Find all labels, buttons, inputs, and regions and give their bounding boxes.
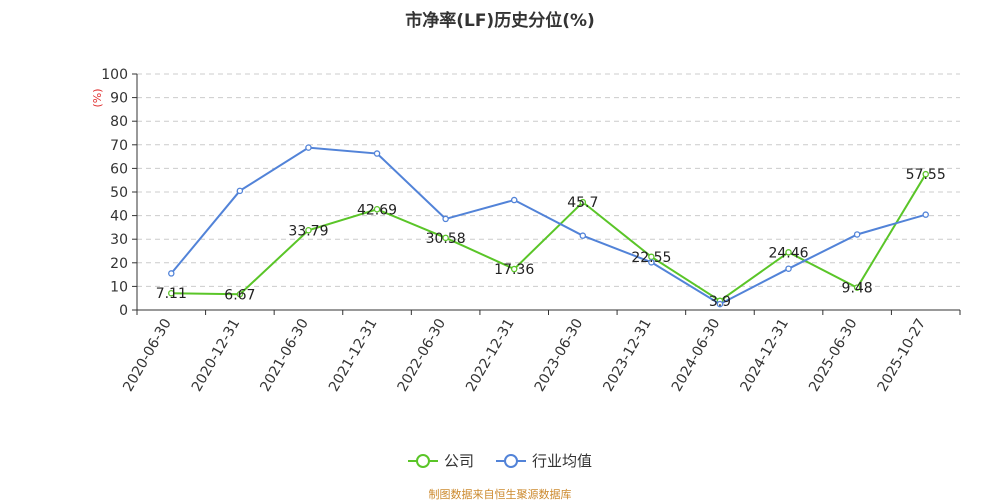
series-line-0 <box>171 173 927 303</box>
y-tick-label: 90 <box>110 91 128 107</box>
data-point <box>168 289 175 297</box>
y-tick-label: 50 <box>110 185 128 201</box>
data-point <box>922 170 929 178</box>
y-tick-label: 60 <box>110 161 128 177</box>
y-tick-label: 0 <box>119 303 128 319</box>
legend: 公司 行业均值 <box>0 450 1000 471</box>
legend-item-industry-avg[interactable]: 行业均值 <box>496 450 592 471</box>
data-label: 9.48 <box>842 281 873 297</box>
x-tick-label: 2020-06-30 <box>120 316 175 394</box>
x-tick-label: 2025-10-27 <box>875 316 930 394</box>
data-point <box>442 234 449 242</box>
data-labels: 7.11 6.67 33.79 42.69 30.58 17.36 45.7 22.55 3.9… <box>156 167 946 310</box>
data-label: 42.69 <box>357 202 397 218</box>
y-axis-title: (%) <box>91 88 104 107</box>
data-point <box>442 215 449 223</box>
x-tick-label: 2024-06-30 <box>669 316 724 394</box>
x-tick-label: 2022-12-31 <box>463 316 518 394</box>
legend-line-circle-icon <box>407 453 438 468</box>
x-tick-label: 2023-06-30 <box>532 316 587 394</box>
data-point <box>510 265 518 273</box>
data-label: 33.79 <box>288 223 328 239</box>
chart-title: 市净率(LF)历史分位(%) <box>405 11 595 31</box>
data-point <box>648 259 655 266</box>
series-line-1 <box>170 146 926 306</box>
data-point <box>853 231 861 238</box>
data-label: 3.9 <box>709 294 731 310</box>
legend-label-company: 公司 <box>443 452 474 470</box>
data-point <box>305 144 312 151</box>
data-label: 24.46 <box>768 245 808 261</box>
source-note: 制图数据来自恒生聚源数据库 <box>428 488 572 501</box>
data-point <box>168 270 175 277</box>
data-point <box>236 291 244 298</box>
data-point <box>510 196 518 204</box>
data-point <box>579 198 587 206</box>
data-point <box>785 265 792 272</box>
data-point <box>922 211 929 218</box>
data-label: 6.67 <box>224 287 255 303</box>
axes: 0 10 20 30 40 50 60 70 80 90 100 (%) 2020-06-30 2020-… <box>91 67 961 394</box>
y-tick-label: 40 <box>110 209 128 225</box>
data-point <box>785 249 792 256</box>
data-label: 30.58 <box>426 231 466 247</box>
data-label: 17.36 <box>494 262 534 278</box>
data-point <box>305 227 312 234</box>
x-tick-label: 2022-06-30 <box>395 316 450 394</box>
data-point <box>236 187 244 195</box>
legend-line-circle-icon <box>496 453 526 468</box>
legend-item-company[interactable]: 公司 <box>407 450 474 471</box>
y-tick-label: 30 <box>110 232 128 248</box>
data-point <box>373 206 381 213</box>
data-point <box>716 300 724 308</box>
data-point <box>373 150 381 157</box>
data-label: 45.7 <box>567 195 598 211</box>
data-point <box>853 284 861 291</box>
grid-lines <box>137 73 960 287</box>
y-tick-label: 10 <box>110 279 128 295</box>
data-label: 22.55 <box>631 250 671 266</box>
x-tick-label: 2023-12-31 <box>600 316 655 394</box>
legend-label-industry-avg: 行业均值 <box>532 452 593 470</box>
y-tick-label: 100 <box>101 67 128 83</box>
data-label: 57.55 <box>906 167 946 183</box>
data-label: 7.11 <box>156 286 187 302</box>
x-tick-label: 2021-12-31 <box>326 316 381 394</box>
y-tick-label: 80 <box>110 114 128 130</box>
y-tick-label: 20 <box>110 256 128 272</box>
x-tick-label: 2021-06-30 <box>257 316 312 394</box>
data-point <box>579 232 587 239</box>
x-tick-label: 2020-12-31 <box>189 316 244 394</box>
series-lines <box>168 144 929 308</box>
x-tick-label: 2024-12-31 <box>737 316 792 394</box>
y-tick-label: 70 <box>110 138 128 154</box>
x-tick-label: 2025-06-30 <box>806 316 861 394</box>
